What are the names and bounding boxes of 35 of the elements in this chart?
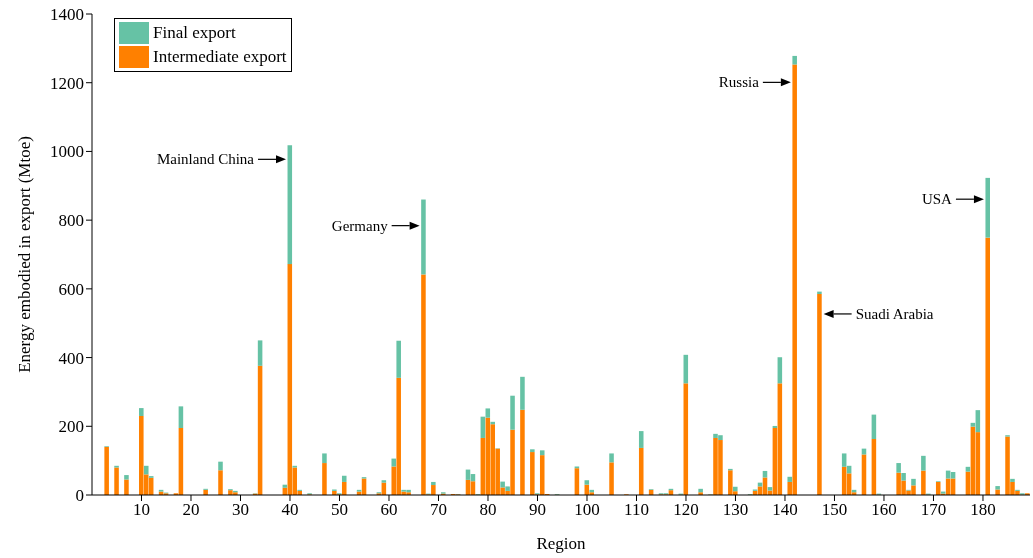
y-tick-label: 200: [58, 417, 84, 437]
x-tick-label: 130: [722, 500, 749, 520]
x-tick-label: 120: [673, 500, 699, 520]
y-tick-label: 400: [58, 348, 84, 368]
x-tick-label: 80: [479, 500, 497, 520]
y-tick-label: 1000: [50, 142, 84, 162]
y-tick-label: 1400: [50, 5, 84, 25]
y-tick-label: 600: [58, 279, 84, 299]
y-tick-label: 0: [75, 486, 84, 506]
x-tick-label: 180: [970, 500, 996, 520]
x-tick-label: 140: [772, 500, 798, 520]
x-tick-label: 20: [182, 500, 200, 520]
x-tick-label: 90: [528, 500, 546, 520]
x-tick-label: 50: [330, 500, 348, 520]
y-tick-label: 1200: [50, 73, 84, 93]
x-tick-label: 150: [821, 500, 848, 520]
x-tick-label: 160: [871, 500, 897, 520]
legend-label: Intermediate export: [153, 47, 287, 67]
x-tick-label: 70: [429, 500, 447, 520]
x-axis-title: Region: [536, 534, 587, 553]
x-tick-label: 40: [281, 500, 299, 520]
x-tick-label: 30: [232, 500, 249, 520]
y-tick-label: 800: [58, 211, 84, 231]
x-tick-label: 100: [574, 500, 600, 520]
x-tick-label: 170: [920, 500, 947, 520]
x-tick-label: 110: [624, 500, 649, 520]
x-tick-label: 10: [133, 500, 150, 520]
annotation: Mainland China: [156, 151, 255, 168]
annotation: USA: [921, 191, 953, 208]
annotation: Russia: [718, 74, 760, 91]
y-axis-title: Energy embodied in export (Mtoe): [14, 136, 34, 373]
x-tick-label: 60: [380, 500, 398, 520]
annotation: Germany: [331, 217, 389, 234]
annotation: Suadi Arabia: [855, 305, 934, 322]
legend-label: Final export: [153, 23, 236, 43]
